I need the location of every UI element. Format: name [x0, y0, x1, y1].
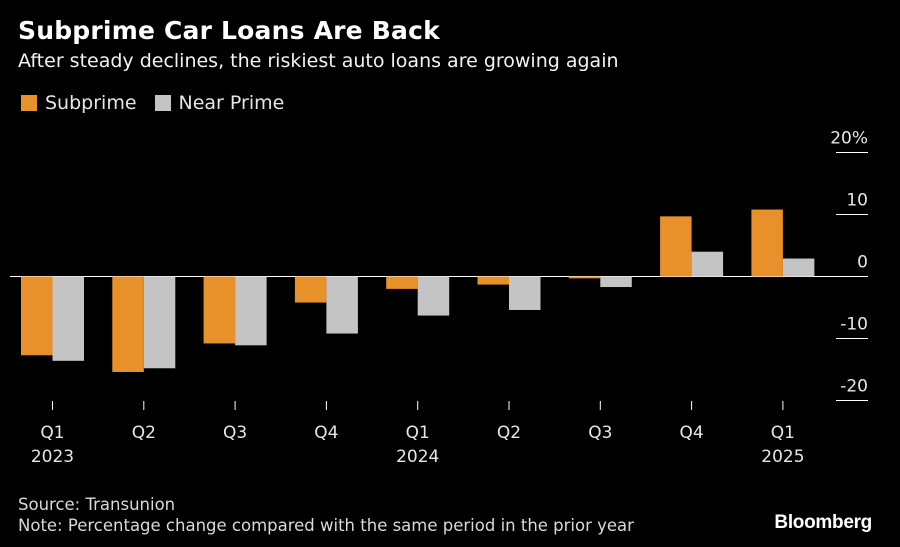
bar-subprime — [294, 276, 327, 303]
footnote: Note: Percentage change compared with th… — [18, 516, 634, 535]
bloomberg-logo: Bloomberg — [774, 512, 872, 533]
x-tick-label: Q3 — [223, 423, 247, 443]
x-tick-label: Q2 — [132, 423, 156, 443]
bar-near-prime — [509, 276, 541, 310]
x-tick-label: Q3 — [588, 423, 612, 443]
bar-subprime — [112, 276, 144, 372]
footer: Source: Transunion Note: Percentage chan… — [18, 494, 634, 536]
source-note: Source: Transunion — [18, 495, 176, 514]
x-year-label: 2024 — [396, 447, 439, 467]
bar-subprime — [203, 276, 236, 344]
x-tick-label: Q2 — [497, 423, 521, 443]
x-tick-label: Q4 — [314, 423, 338, 443]
bar-near-prime — [326, 276, 358, 334]
bar-subprime — [21, 276, 53, 356]
y-tick-label: 0 — [857, 253, 868, 273]
bar-near-prime — [691, 251, 724, 277]
bar-near-prime — [52, 276, 84, 361]
legend-label-near-prime: Near Prime — [178, 92, 285, 114]
x-tick-label: Q1 — [771, 423, 795, 443]
bar-subprime — [568, 276, 601, 279]
bar-subprime — [477, 276, 509, 285]
legend-label-subprime: Subprime — [45, 92, 137, 114]
x-year-label: 2023 — [31, 447, 74, 467]
chart-title: Subprime Car Loans Are Back — [18, 16, 440, 45]
y-tick-label: 20% — [830, 129, 868, 149]
bar-near-prime — [235, 276, 267, 346]
chart-subtitle: After steady declines, the riskiest auto… — [18, 50, 619, 72]
bar-subprime — [660, 216, 692, 277]
y-tick-label: 10 — [846, 191, 868, 211]
bar-near-prime — [782, 258, 815, 277]
legend: Subprime Near Prime — [21, 92, 302, 114]
legend-swatch-subprime — [21, 95, 37, 111]
x-tick-label: Q1 — [406, 423, 430, 443]
legend-item-subprime: Subprime — [21, 92, 137, 114]
bar-near-prime — [143, 276, 176, 369]
x-tick-label: Q1 — [40, 423, 64, 443]
bar-subprime — [751, 209, 783, 277]
y-tick-label: -10 — [840, 315, 868, 335]
bar-near-prime — [600, 276, 632, 288]
bar-subprime — [386, 276, 418, 289]
legend-swatch-near-prime — [154, 95, 171, 111]
y-tick-label: -20 — [840, 377, 868, 397]
bar-near-prime — [417, 276, 450, 316]
x-tick-label: Q4 — [679, 423, 703, 443]
legend-item-near-prime: Near Prime — [154, 92, 285, 114]
x-year-label: 2025 — [761, 447, 804, 467]
